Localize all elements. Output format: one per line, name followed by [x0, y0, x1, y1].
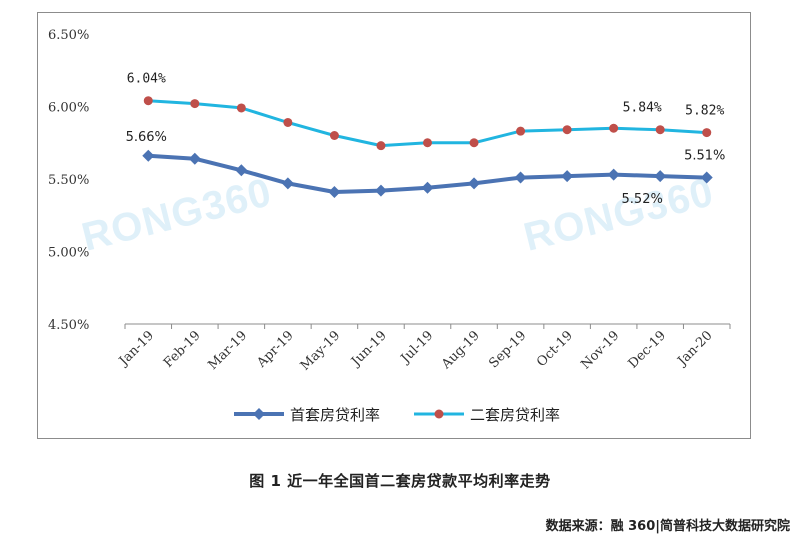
- data-source: 数据来源：融 360|简普科技大数据研究院: [545, 519, 790, 534]
- data-point: [609, 123, 619, 133]
- x-tick-label: Jul-19: [397, 328, 436, 367]
- data-point: [607, 168, 620, 181]
- data-point: [421, 181, 434, 194]
- data-point: [190, 99, 200, 109]
- data-point: [562, 125, 572, 135]
- data-point: [235, 164, 248, 177]
- data-point: [281, 177, 294, 190]
- x-tick-label: May-19: [298, 328, 343, 373]
- data-point: [328, 186, 341, 199]
- line-chart: RONG360 RONG360 6.50% 6.00% 5.50% 5.00% 4.50% J…: [48, 28, 731, 424]
- data-label: 5.66%: [126, 130, 167, 145]
- data-label: 5.84%: [623, 101, 662, 116]
- data-label: 5.51%: [684, 149, 725, 164]
- x-tick-label: Feb-19: [161, 328, 204, 371]
- x-tick-label: Jan-20: [674, 328, 716, 370]
- legend-label: 二套房贷利率: [470, 406, 560, 424]
- legend-marker: [434, 409, 444, 419]
- data-label: 6.04%: [127, 72, 166, 87]
- data-point: [469, 138, 479, 148]
- x-tick-label: Jan-19: [115, 328, 157, 370]
- data-point: [423, 138, 432, 148]
- y-tick-label: 6.00%: [48, 101, 89, 116]
- data-label: 5.82%: [685, 104, 724, 119]
- watermark-text: RONG360: [520, 170, 719, 260]
- data-point: [700, 171, 713, 184]
- x-tick-label: Apr-19: [254, 328, 297, 371]
- x-tick-label: Jun-19: [347, 328, 389, 370]
- data-point: [516, 126, 526, 136]
- data-point: [329, 131, 339, 140]
- y-tick-label: 5.00%: [48, 246, 89, 261]
- data-point: [142, 149, 155, 162]
- legend-label: 首套房贷利率: [290, 406, 380, 424]
- watermark-text: RONG360: [78, 170, 277, 260]
- y-tick-label: 4.50%: [48, 318, 89, 333]
- x-tick-label: Oct-19: [534, 328, 576, 370]
- data-point: [514, 171, 527, 184]
- data-point: [561, 170, 574, 183]
- data-point: [376, 141, 386, 151]
- data-label: 5.52%: [622, 192, 663, 207]
- y-tick-label: 5.50%: [48, 173, 89, 188]
- data-point: [188, 152, 201, 165]
- x-tick-label: Aug-19: [438, 328, 483, 373]
- x-tick-label: Dec-19: [626, 328, 669, 371]
- y-tick-label: 6.50%: [48, 28, 89, 43]
- figure-caption: 图 1 近一年全国首二套房贷款平均利率走势: [249, 472, 551, 490]
- data-point: [283, 117, 293, 127]
- legend: 首套房贷利率 二套房贷利率: [234, 406, 560, 424]
- data-point: [143, 96, 153, 106]
- data-point: [654, 170, 667, 183]
- x-tick-label: Mar-19: [205, 328, 250, 373]
- data-point: [374, 184, 387, 197]
- data-point: [236, 103, 246, 113]
- data-point: [468, 177, 481, 190]
- legend-marker: [253, 408, 265, 420]
- x-tick-label: Nov-19: [578, 328, 622, 372]
- data-point: [702, 128, 712, 138]
- chart-frame: RONG360 RONG360 6.50% 6.00% 5.50% 5.00% 4.50% J…: [37, 12, 751, 439]
- x-tick-label: Sep-19: [486, 328, 529, 371]
- data-point: [655, 125, 665, 135]
